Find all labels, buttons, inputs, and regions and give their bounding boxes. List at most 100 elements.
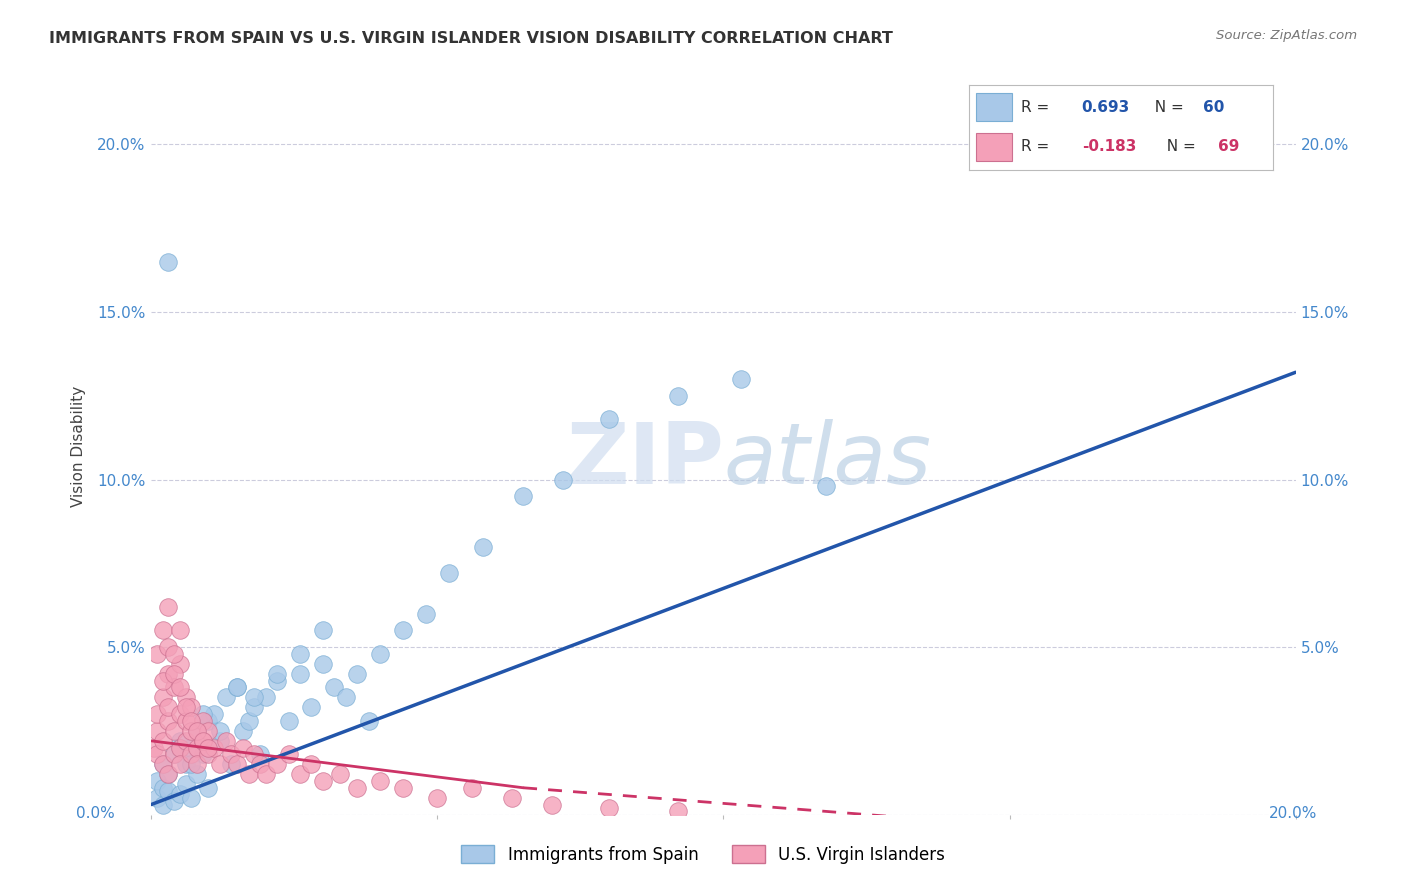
- Point: [197, 723, 219, 738]
- Point: [815, 479, 838, 493]
- Point: [266, 757, 288, 772]
- Point: [157, 700, 180, 714]
- Point: [226, 757, 249, 772]
- Point: [254, 767, 277, 781]
- Point: [180, 714, 202, 728]
- Point: [157, 599, 180, 614]
- Point: [238, 767, 260, 781]
- Point: [266, 666, 288, 681]
- Point: [249, 747, 271, 762]
- Point: [169, 788, 191, 802]
- Point: [472, 540, 495, 554]
- Point: [143, 740, 166, 755]
- Point: [598, 412, 620, 426]
- Point: [312, 624, 335, 638]
- Point: [180, 757, 202, 772]
- Point: [152, 780, 174, 795]
- Point: [152, 757, 174, 772]
- Point: [277, 714, 299, 728]
- Point: [191, 747, 214, 762]
- Point: [146, 706, 169, 721]
- Point: [180, 747, 202, 762]
- Point: [174, 734, 197, 748]
- Point: [288, 647, 311, 661]
- Point: [243, 690, 266, 705]
- Point: [157, 767, 180, 781]
- Text: 20.0%: 20.0%: [1270, 806, 1317, 821]
- Point: [202, 706, 225, 721]
- Point: [232, 723, 254, 738]
- Point: [221, 747, 243, 762]
- Text: Source: ZipAtlas.com: Source: ZipAtlas.com: [1216, 29, 1357, 42]
- Point: [191, 714, 214, 728]
- Point: [169, 657, 191, 671]
- Point: [191, 734, 214, 748]
- Point: [368, 774, 391, 789]
- Point: [146, 723, 169, 738]
- Point: [346, 666, 368, 681]
- Point: [437, 566, 460, 581]
- Point: [174, 714, 197, 728]
- Point: [157, 254, 180, 268]
- Text: 0.0%: 0.0%: [76, 806, 115, 821]
- Point: [368, 647, 391, 661]
- Point: [221, 757, 243, 772]
- Point: [323, 680, 346, 694]
- Point: [666, 804, 689, 818]
- Point: [157, 767, 180, 781]
- Point: [288, 767, 311, 781]
- Point: [169, 740, 191, 755]
- Point: [197, 780, 219, 795]
- Point: [163, 666, 186, 681]
- Point: [191, 734, 214, 748]
- Point: [266, 673, 288, 688]
- Point: [346, 780, 368, 795]
- Point: [180, 790, 202, 805]
- Point: [197, 714, 219, 728]
- Point: [152, 734, 174, 748]
- Point: [512, 489, 534, 503]
- Point: [553, 473, 575, 487]
- Point: [174, 700, 197, 714]
- Point: [666, 389, 689, 403]
- Point: [152, 624, 174, 638]
- Point: [152, 673, 174, 688]
- Point: [301, 757, 323, 772]
- Point: [226, 680, 249, 694]
- Point: [152, 690, 174, 705]
- Point: [415, 607, 437, 621]
- Point: [214, 690, 236, 705]
- Point: [186, 723, 208, 738]
- Legend: Immigrants from Spain, U.S. Virgin Islanders: Immigrants from Spain, U.S. Virgin Islan…: [454, 838, 952, 871]
- Point: [169, 706, 191, 721]
- Point: [163, 647, 186, 661]
- Point: [163, 680, 186, 694]
- Y-axis label: Vision Disability: Vision Disability: [72, 385, 86, 507]
- Text: IMMIGRANTS FROM SPAIN VS U.S. VIRGIN ISLANDER VISION DISABILITY CORRELATION CHAR: IMMIGRANTS FROM SPAIN VS U.S. VIRGIN ISL…: [49, 31, 893, 46]
- Point: [232, 740, 254, 755]
- Point: [169, 734, 191, 748]
- Point: [157, 784, 180, 798]
- Point: [335, 690, 357, 705]
- Point: [146, 774, 169, 789]
- Point: [157, 666, 180, 681]
- Point: [226, 680, 249, 694]
- Point: [169, 757, 191, 772]
- Point: [191, 706, 214, 721]
- Point: [186, 757, 208, 772]
- Point: [392, 624, 415, 638]
- Point: [180, 700, 202, 714]
- Point: [329, 767, 352, 781]
- Point: [238, 714, 260, 728]
- Point: [202, 740, 225, 755]
- Point: [730, 372, 752, 386]
- Point: [169, 680, 191, 694]
- Point: [357, 714, 380, 728]
- Point: [152, 797, 174, 812]
- Point: [501, 790, 523, 805]
- Point: [163, 747, 186, 762]
- Point: [180, 723, 202, 738]
- Point: [208, 723, 231, 738]
- Point: [243, 747, 266, 762]
- Point: [174, 757, 197, 772]
